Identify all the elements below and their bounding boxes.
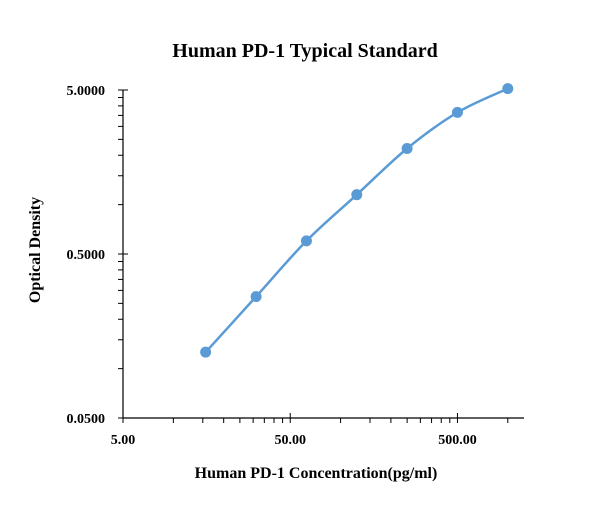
y-tick-label: 0.0500 <box>67 412 106 427</box>
standard-curve-line <box>204 87 510 354</box>
x-tick-label: 500.00 <box>438 433 477 448</box>
data-point <box>200 346 212 358</box>
data-point <box>401 142 413 154</box>
axis-tick-labels: 5.00 50.00 500.00 0.0500 0.5000 5.0000 <box>67 84 477 448</box>
x-axis-title: Human PD-1 Concentration(pg/ml) <box>195 465 438 482</box>
data-point <box>351 189 363 201</box>
plot-area <box>200 83 514 358</box>
data-point <box>250 291 262 303</box>
x-tick-label: 50.00 <box>274 433 306 448</box>
chart-title: Human PD-1 Typical Standard <box>172 40 437 62</box>
y-tick-label: 5.0000 <box>67 84 106 99</box>
data-point <box>300 235 312 247</box>
y-tick-label: 0.5000 <box>67 248 106 263</box>
y-axis-title: Optical Density <box>27 197 44 303</box>
x-tick-label: 5.00 <box>111 433 136 448</box>
axis-ticks <box>118 89 509 423</box>
data-point <box>451 106 463 118</box>
data-point <box>502 83 514 95</box>
